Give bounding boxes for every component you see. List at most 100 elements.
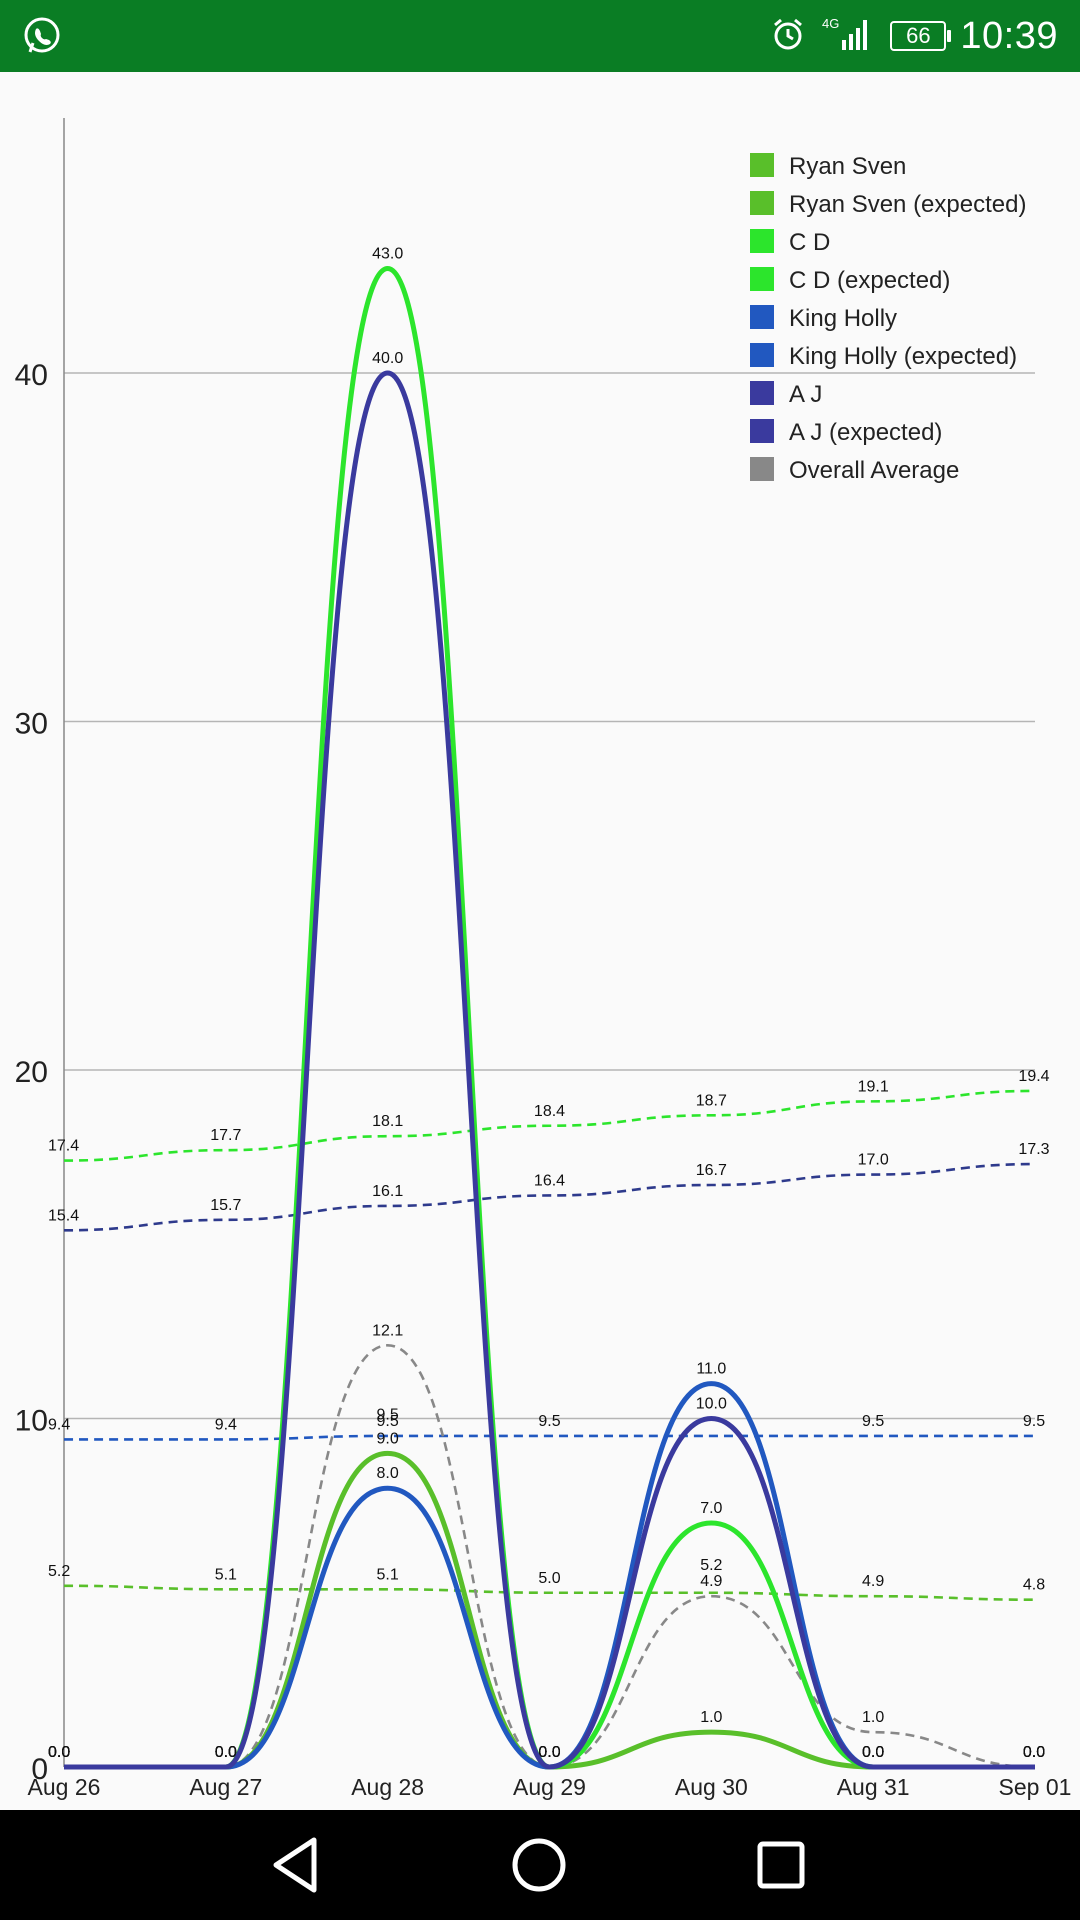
- y-tick-label: 30: [15, 708, 48, 741]
- x-tick-label: Aug 28: [351, 1774, 424, 1800]
- data-label: 5.2: [48, 1563, 70, 1580]
- data-label: 0.0: [538, 1744, 560, 1761]
- data-label: 0.0: [1023, 1744, 1045, 1761]
- data-label: 0.0: [862, 1744, 884, 1761]
- data-label: 0.0: [1023, 1744, 1045, 1761]
- chart-area: 0 10 20 30 40 Aug 26 Aug 27 Aug 28 Aug 29 Aug 30 A…: [0, 72, 1080, 1810]
- data-label: 0.0: [862, 1744, 884, 1761]
- legend-swatch: [750, 305, 774, 329]
- series-line-ryan-sven-expected: [63, 1584, 1036, 1602]
- data-label: 17.7: [210, 1127, 241, 1144]
- alarm-icon: [770, 16, 806, 57]
- data-label: 9.5: [377, 1413, 399, 1430]
- legend-swatch: [750, 457, 774, 481]
- data-label: 16.4: [534, 1172, 565, 1189]
- status-icons: 4G 66 10:39: [770, 0, 1058, 72]
- data-label: 4.8: [1023, 1577, 1045, 1594]
- data-label: 0.0: [215, 1744, 237, 1761]
- data-label: 0.0: [215, 1744, 237, 1761]
- legend-swatch: [750, 419, 774, 443]
- data-label: 1.0: [862, 1709, 884, 1726]
- data-label: 40.0: [372, 350, 403, 367]
- status-bar: 4G 66 10:39: [0, 0, 1080, 72]
- y-tick-label: 10: [15, 1405, 48, 1438]
- data-label: 0.0: [215, 1744, 237, 1761]
- series-line-a-j: [64, 370, 1035, 1770]
- navigation-bar: [0, 1810, 1080, 1920]
- legend-label: A J: [789, 381, 822, 408]
- data-label: 5.1: [377, 1566, 399, 1583]
- data-label: 9.5: [862, 1413, 884, 1430]
- data-label: 19.1: [858, 1078, 889, 1095]
- legend-label: Ryan Sven (expected): [789, 191, 1026, 218]
- x-tick-label: Aug 30: [675, 1774, 748, 1800]
- data-label: 43.0: [372, 245, 403, 262]
- data-label: 0.0: [1023, 1744, 1045, 1761]
- series-line-king-holly-expected: [64, 1434, 1035, 1441]
- data-label: 7.0: [700, 1500, 722, 1517]
- signal-icon: 4G: [820, 14, 876, 59]
- legend-swatch: [750, 381, 774, 405]
- data-label: 17.3: [1018, 1141, 1049, 1158]
- legend-swatch: [750, 343, 774, 367]
- data-label: 17.4: [48, 1138, 79, 1155]
- data-label: 1.0: [700, 1709, 722, 1726]
- data-label: 9.5: [538, 1413, 560, 1430]
- data-label: 9.4: [48, 1416, 70, 1433]
- battery-level: 66: [906, 23, 931, 48]
- home-icon[interactable]: [506, 1832, 572, 1898]
- data-label: 17.0: [858, 1152, 889, 1169]
- data-label: 16.1: [372, 1183, 403, 1200]
- data-label: 11.0: [696, 1361, 726, 1378]
- clock: 10:39: [960, 14, 1058, 57]
- data-label: 0.0: [48, 1744, 70, 1761]
- back-icon[interactable]: [264, 1832, 330, 1898]
- recents-icon[interactable]: [748, 1832, 814, 1898]
- data-label: 0.0: [538, 1744, 560, 1761]
- data-label: 0.0: [538, 1744, 560, 1761]
- series-line-c-d-expected: [63, 1089, 1036, 1162]
- data-label: 5.1: [215, 1566, 237, 1583]
- legend-swatch: [750, 191, 774, 215]
- data-label: 0.0: [215, 1744, 237, 1761]
- data-label: 15.4: [48, 1207, 79, 1224]
- data-label: 9.5: [1023, 1413, 1045, 1430]
- legend-label: C D (expected): [789, 267, 950, 294]
- x-tick-label: Aug 27: [189, 1774, 262, 1800]
- legend-label: C D: [789, 229, 830, 256]
- data-label: 9.4: [215, 1416, 237, 1433]
- legend-label: King Holly: [789, 305, 897, 332]
- x-tick-label: Aug 29: [513, 1774, 586, 1800]
- data-label: 18.4: [534, 1103, 565, 1120]
- x-tick-label: Aug 31: [837, 1774, 910, 1800]
- legend-swatch: [750, 153, 774, 177]
- data-label: 8.0: [377, 1465, 399, 1482]
- data-label: 12.1: [372, 1322, 403, 1339]
- series-line-overall-average: [64, 1344, 1036, 1769]
- legend-label: Ryan Sven: [789, 153, 906, 180]
- data-label: 18.1: [372, 1113, 403, 1130]
- y-tick-label: 40: [15, 359, 48, 392]
- data-label: 0.0: [48, 1744, 70, 1761]
- data-label: 0.0: [48, 1744, 70, 1761]
- legend-swatch: [750, 267, 774, 291]
- y-tick-label: 20: [15, 1056, 48, 1089]
- data-label: 0.0: [862, 1744, 884, 1761]
- y-tick-label: 0: [31, 1753, 48, 1786]
- data-label: 18.7: [696, 1092, 727, 1109]
- data-label: 15.7: [210, 1197, 241, 1214]
- legend-label: A J (expected): [789, 419, 942, 446]
- series-line-a-j-expected: [63, 1162, 1036, 1232]
- network-type-label: 4G: [822, 16, 839, 31]
- battery-icon: 66: [890, 21, 952, 51]
- data-label: 5.0: [538, 1570, 560, 1587]
- x-tick-label: Sep 01: [999, 1774, 1072, 1800]
- legend-label: King Holly (expected): [789, 343, 1017, 370]
- data-label: 9.0: [377, 1430, 399, 1447]
- data-label: 10.0: [696, 1396, 727, 1413]
- data-label: 0.0: [1023, 1744, 1045, 1761]
- legend-label: Overall Average: [789, 457, 959, 484]
- whatsapp-icon: [20, 14, 64, 58]
- line-chart: 0 10 20 30 40 Aug 26 Aug 27 Aug 28 Aug 29 Aug 30 A…: [15, 118, 1072, 1800]
- series-line-ryan-sven: [64, 1450, 1035, 1770]
